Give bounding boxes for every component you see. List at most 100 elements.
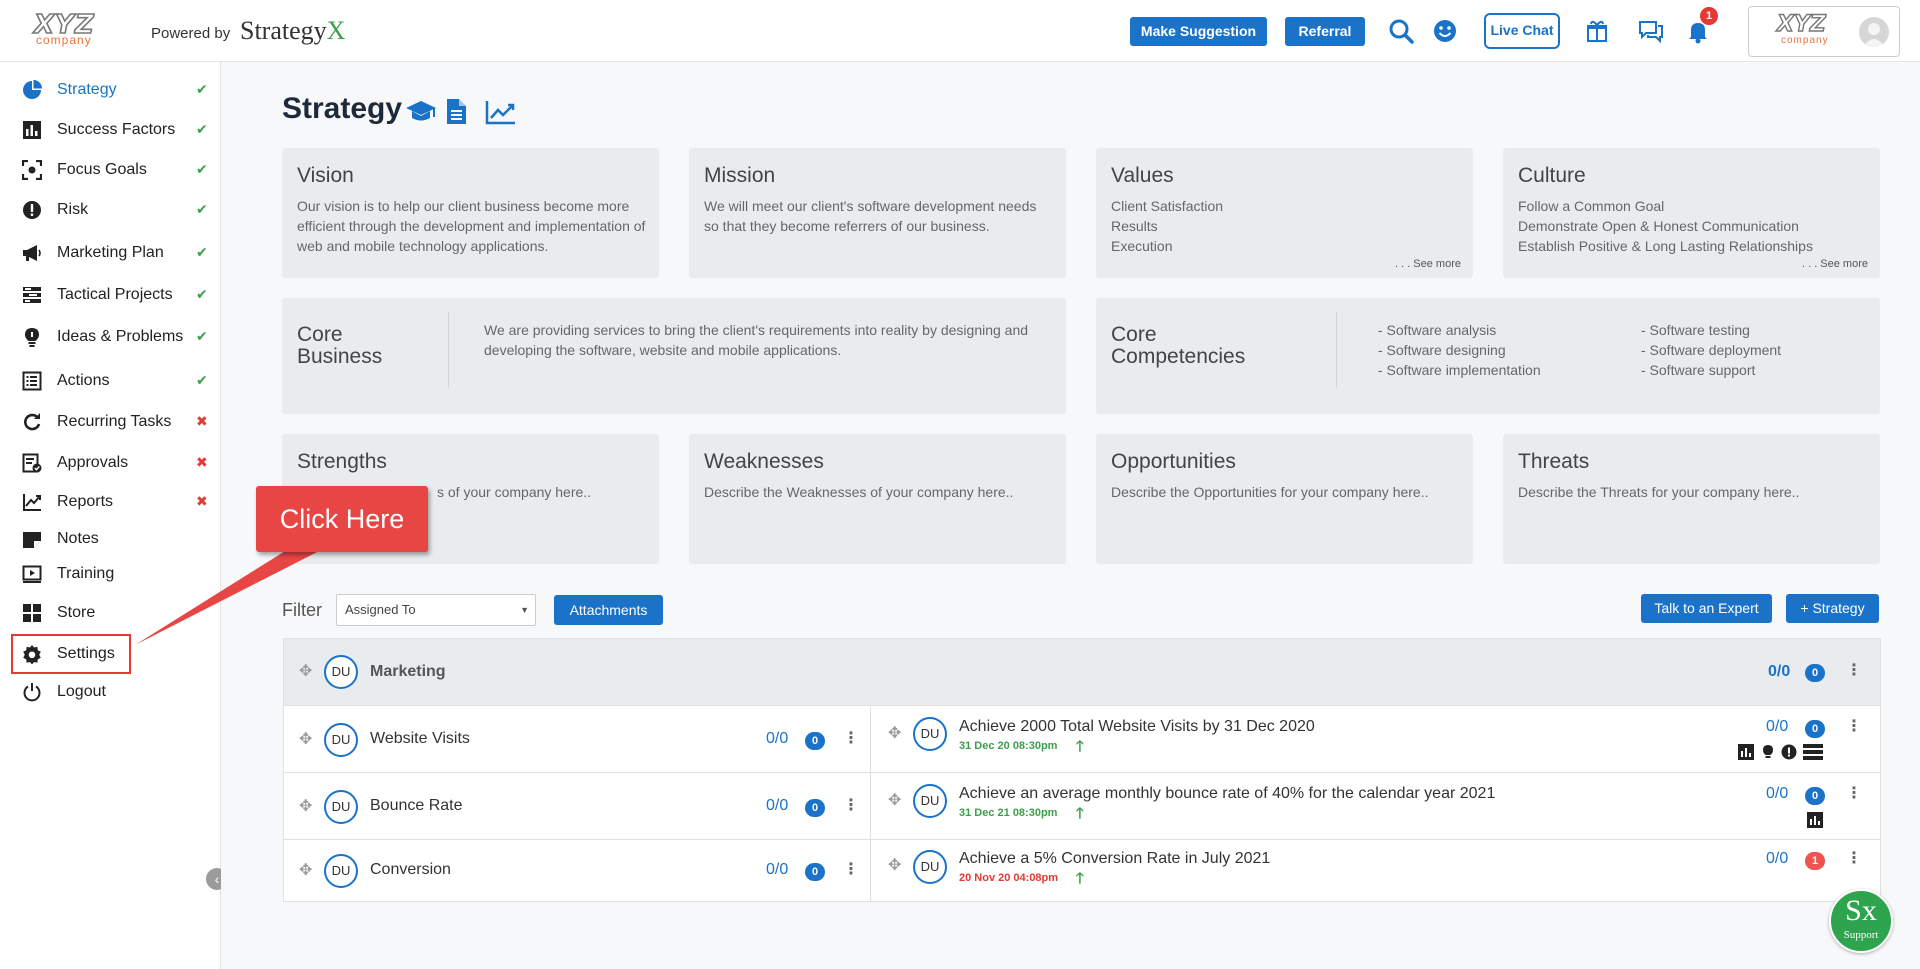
opportunities-card[interactable]: Opportunities Describe the Opportunities… [1096, 434, 1473, 564]
trend-chart-icon[interactable] [485, 97, 515, 127]
see-more-link[interactable]: . . . See more [1801, 258, 1868, 270]
factor-ratio[interactable]: 0/0 [766, 861, 789, 878]
tasks-icon[interactable] [1803, 744, 1823, 760]
culture-card[interactable]: Culture Follow a Common Goal Demonstrate… [1503, 148, 1880, 278]
sidebar-item-focus-goals[interactable]: Focus Goals ✔ [0, 155, 220, 185]
drag-handle-icon[interactable]: ✥ [888, 857, 902, 874]
sidebar-item-approvals[interactable]: Approvals ✖ [0, 448, 220, 478]
sidebar-item-marketing-plan[interactable]: Marketing Plan ✔ [0, 238, 220, 268]
avatar[interactable]: DU [913, 850, 947, 884]
assigned-to-select[interactable]: Assigned To ▼ [336, 594, 536, 626]
count-badge[interactable]: 0 [1805, 787, 1825, 805]
core-business-card[interactable]: Core Business We are providing services … [282, 298, 1066, 414]
factor-ratio[interactable]: 0/0 [766, 797, 789, 814]
exclamation-circle-icon[interactable] [1781, 744, 1797, 760]
attachments-button[interactable]: Attachments [554, 595, 663, 625]
bar-chart-icon[interactable] [1807, 812, 1823, 828]
count-badge[interactable]: 0 [1805, 720, 1825, 738]
count-badge[interactable]: 0 [1805, 664, 1825, 682]
factor-ratio[interactable]: 0/0 [766, 730, 789, 747]
goal-title[interactable]: Achieve a 5% Conversion Rate in July 202… [959, 850, 1271, 867]
talk-to-expert-button[interactable]: Talk to an Expert [1641, 594, 1772, 623]
drag-handle-icon[interactable]: ✥ [299, 663, 313, 680]
sidebar-item-logout[interactable]: Logout [0, 677, 220, 707]
sidebar-item-store[interactable]: Store [0, 598, 220, 628]
avatar[interactable]: DU [913, 784, 947, 818]
avatar[interactable]: DU [324, 854, 358, 888]
more-options-icon[interactable]: ⋮ [1846, 850, 1862, 867]
strategy-table: ✥ DU Marketing 0/0 0 ⋮ ✥ DU Website Visi… [283, 638, 1881, 902]
avatar[interactable]: DU [913, 717, 947, 751]
more-options-icon[interactable]: ⋮ [1846, 718, 1862, 735]
more-options-icon[interactable]: ⋮ [843, 861, 859, 878]
lightbulb-icon[interactable] [1760, 744, 1776, 760]
count-badge[interactable]: 0 [805, 799, 825, 817]
drag-handle-icon[interactable]: ✥ [299, 731, 313, 748]
sidebar-item-settings[interactable]: Settings [0, 639, 220, 669]
more-options-icon[interactable]: ⋮ [843, 730, 859, 747]
success-factor-name[interactable]: Website Visits [370, 730, 470, 747]
avatar[interactable]: DU [324, 790, 358, 824]
weaknesses-card[interactable]: Weaknesses Describe the Weaknesses of yo… [689, 434, 1066, 564]
threats-card[interactable]: Threats Describe the Threats for your co… [1503, 434, 1880, 564]
goal-title[interactable]: Achieve an average monthly bounce rate o… [959, 785, 1496, 802]
more-options-icon[interactable]: ⋮ [1846, 662, 1862, 679]
sidebar-item-ideas-problems[interactable]: Ideas & Problems ✔ [0, 322, 220, 352]
line-chart-icon [22, 492, 42, 512]
sidebar-item-reports[interactable]: Reports ✖ [0, 487, 220, 517]
brand-text: Strategy [240, 16, 327, 45]
sidebar-item-label: Training [57, 565, 115, 582]
make-suggestion-button[interactable]: Make Suggestion [1130, 17, 1267, 46]
profile-menu[interactable]: XYZ company [1748, 6, 1900, 57]
live-chat-button[interactable]: Live Chat [1484, 13, 1560, 49]
goal-title[interactable]: Achieve 2000 Total Website Visits by 31 … [959, 718, 1315, 735]
sidebar-item-strategy[interactable]: Strategy ✔ [0, 75, 220, 105]
sidebar-item-training[interactable]: Training [0, 559, 220, 589]
count-badge[interactable]: 0 [805, 732, 825, 750]
values-card[interactable]: Values Client Satisfaction Results Execu… [1096, 148, 1473, 278]
referral-button[interactable]: Referral [1285, 17, 1365, 46]
sidebar-item-tactical-projects[interactable]: Tactical Projects ✔ [0, 280, 220, 310]
search-icon[interactable] [1386, 16, 1416, 46]
success-factor-name[interactable]: Bounce Rate [370, 797, 463, 814]
group-name[interactable]: Marketing [370, 663, 446, 680]
support-widget[interactable]: Sx Support [1829, 889, 1893, 953]
success-factor-name[interactable]: Conversion [370, 861, 451, 878]
drag-handle-icon[interactable]: ✥ [888, 792, 902, 809]
document-icon[interactable] [445, 97, 475, 127]
bar-chart-icon[interactable] [1738, 744, 1754, 760]
goal-ratio[interactable]: 0/0 [1766, 850, 1789, 867]
support-label: Support [1843, 929, 1879, 941]
group-row[interactable]: ✥ DU Marketing 0/0 0 ⋮ [284, 639, 1880, 706]
vision-card[interactable]: Vision Our vision is to help our client … [282, 148, 659, 278]
count-badge[interactable]: 1 [1805, 852, 1825, 870]
company-logo[interactable]: XYZ company [33, 11, 118, 48]
more-options-icon[interactable]: ⋮ [1846, 785, 1862, 802]
sidebar-item-notes[interactable]: Notes [0, 524, 220, 554]
value-line: Execution [1111, 238, 1173, 254]
drag-handle-icon[interactable]: ✥ [888, 725, 902, 742]
group-ratio[interactable]: 0/0 [1768, 663, 1791, 680]
drag-handle-icon[interactable]: ✥ [299, 798, 313, 815]
goal-ratio[interactable]: 0/0 [1766, 785, 1789, 802]
drag-handle-icon[interactable]: ✥ [299, 862, 313, 879]
add-strategy-button[interactable]: + Strategy [1786, 594, 1879, 623]
sidebar-item-success-factors[interactable]: Success Factors ✔ [0, 115, 220, 145]
see-more-link[interactable]: . . . See more [1394, 258, 1461, 270]
core-competencies-card[interactable]: Core Competencies - Software analysis - … [1096, 298, 1880, 414]
sidebar-item-recurring-tasks[interactable]: Recurring Tasks ✖ [0, 407, 220, 437]
gift-icon[interactable] [1582, 16, 1612, 46]
sidebar-item-risk[interactable]: Risk ✔ [0, 195, 220, 225]
mission-card[interactable]: Mission We will meet our client's softwa… [689, 148, 1066, 278]
bell-icon[interactable] [1683, 16, 1713, 46]
sidebar-item-actions[interactable]: Actions ✔ [0, 366, 220, 396]
smiley-icon[interactable] [1430, 16, 1460, 46]
count-badge[interactable]: 0 [805, 863, 825, 881]
graduation-cap-icon[interactable] [405, 97, 436, 127]
chat-icon[interactable] [1636, 16, 1666, 46]
goal-ratio[interactable]: 0/0 [1766, 718, 1789, 735]
user-avatar[interactable] [1859, 17, 1889, 47]
avatar[interactable]: DU [324, 655, 358, 689]
avatar[interactable]: DU [324, 723, 358, 757]
more-options-icon[interactable]: ⋮ [843, 797, 859, 814]
